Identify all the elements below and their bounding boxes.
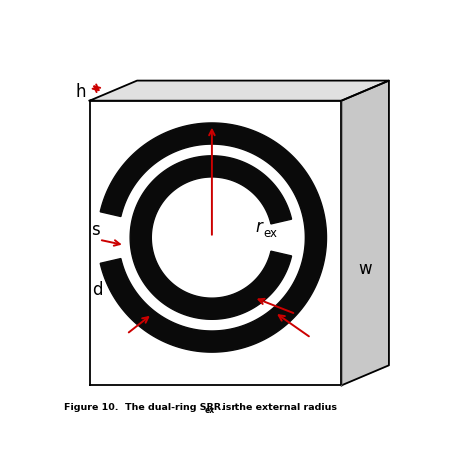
- Polygon shape: [90, 81, 389, 100]
- Polygon shape: [100, 123, 327, 352]
- Polygon shape: [90, 100, 341, 385]
- Text: h: h: [75, 82, 86, 100]
- Text: s: s: [91, 221, 100, 239]
- Text: ex: ex: [205, 406, 215, 415]
- Text: Figure 10.  The dual-ring SRR.  r: Figure 10. The dual-ring SRR. r: [64, 403, 236, 412]
- Polygon shape: [341, 81, 389, 385]
- Text: r: r: [255, 218, 263, 236]
- Text: w: w: [358, 260, 372, 278]
- Text: d: d: [91, 282, 102, 300]
- Text: is the external radius: is the external radius: [216, 403, 337, 412]
- Polygon shape: [130, 156, 292, 319]
- Text: ex: ex: [264, 227, 278, 240]
